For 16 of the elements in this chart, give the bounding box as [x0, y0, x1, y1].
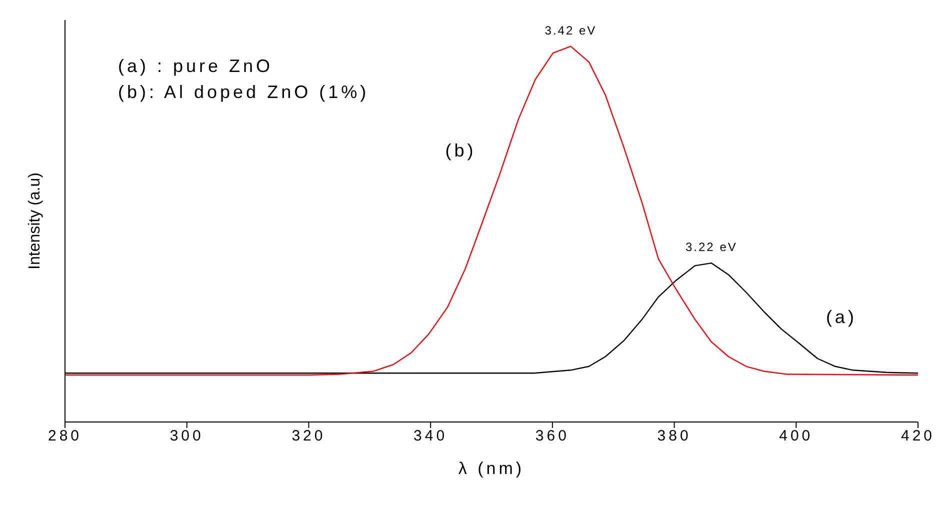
x-tick-label: 340: [414, 428, 448, 445]
series-label: (a): [826, 307, 857, 328]
x-axis-title: λ (nm): [458, 459, 525, 478]
annotation: 3.22 eV: [686, 240, 738, 254]
x-tick-label: 400: [779, 428, 814, 445]
x-tick-label: 420: [900, 428, 936, 445]
x-tick-label: 380: [657, 428, 692, 445]
y-axis-title: Intensity (a.u): [26, 172, 44, 270]
annotation: (b): Al doped ZnO (1%): [118, 82, 370, 102]
x-tick-label: 320: [292, 428, 326, 445]
x-tick-label: 360: [535, 428, 570, 445]
x-tick-label: 300: [170, 428, 204, 445]
x-tick-label: 280: [48, 428, 82, 445]
annotation: (a) : pure ZnO: [118, 56, 274, 76]
annotation: 3.42 eV: [544, 23, 597, 38]
series-label: (b): [445, 140, 476, 160]
